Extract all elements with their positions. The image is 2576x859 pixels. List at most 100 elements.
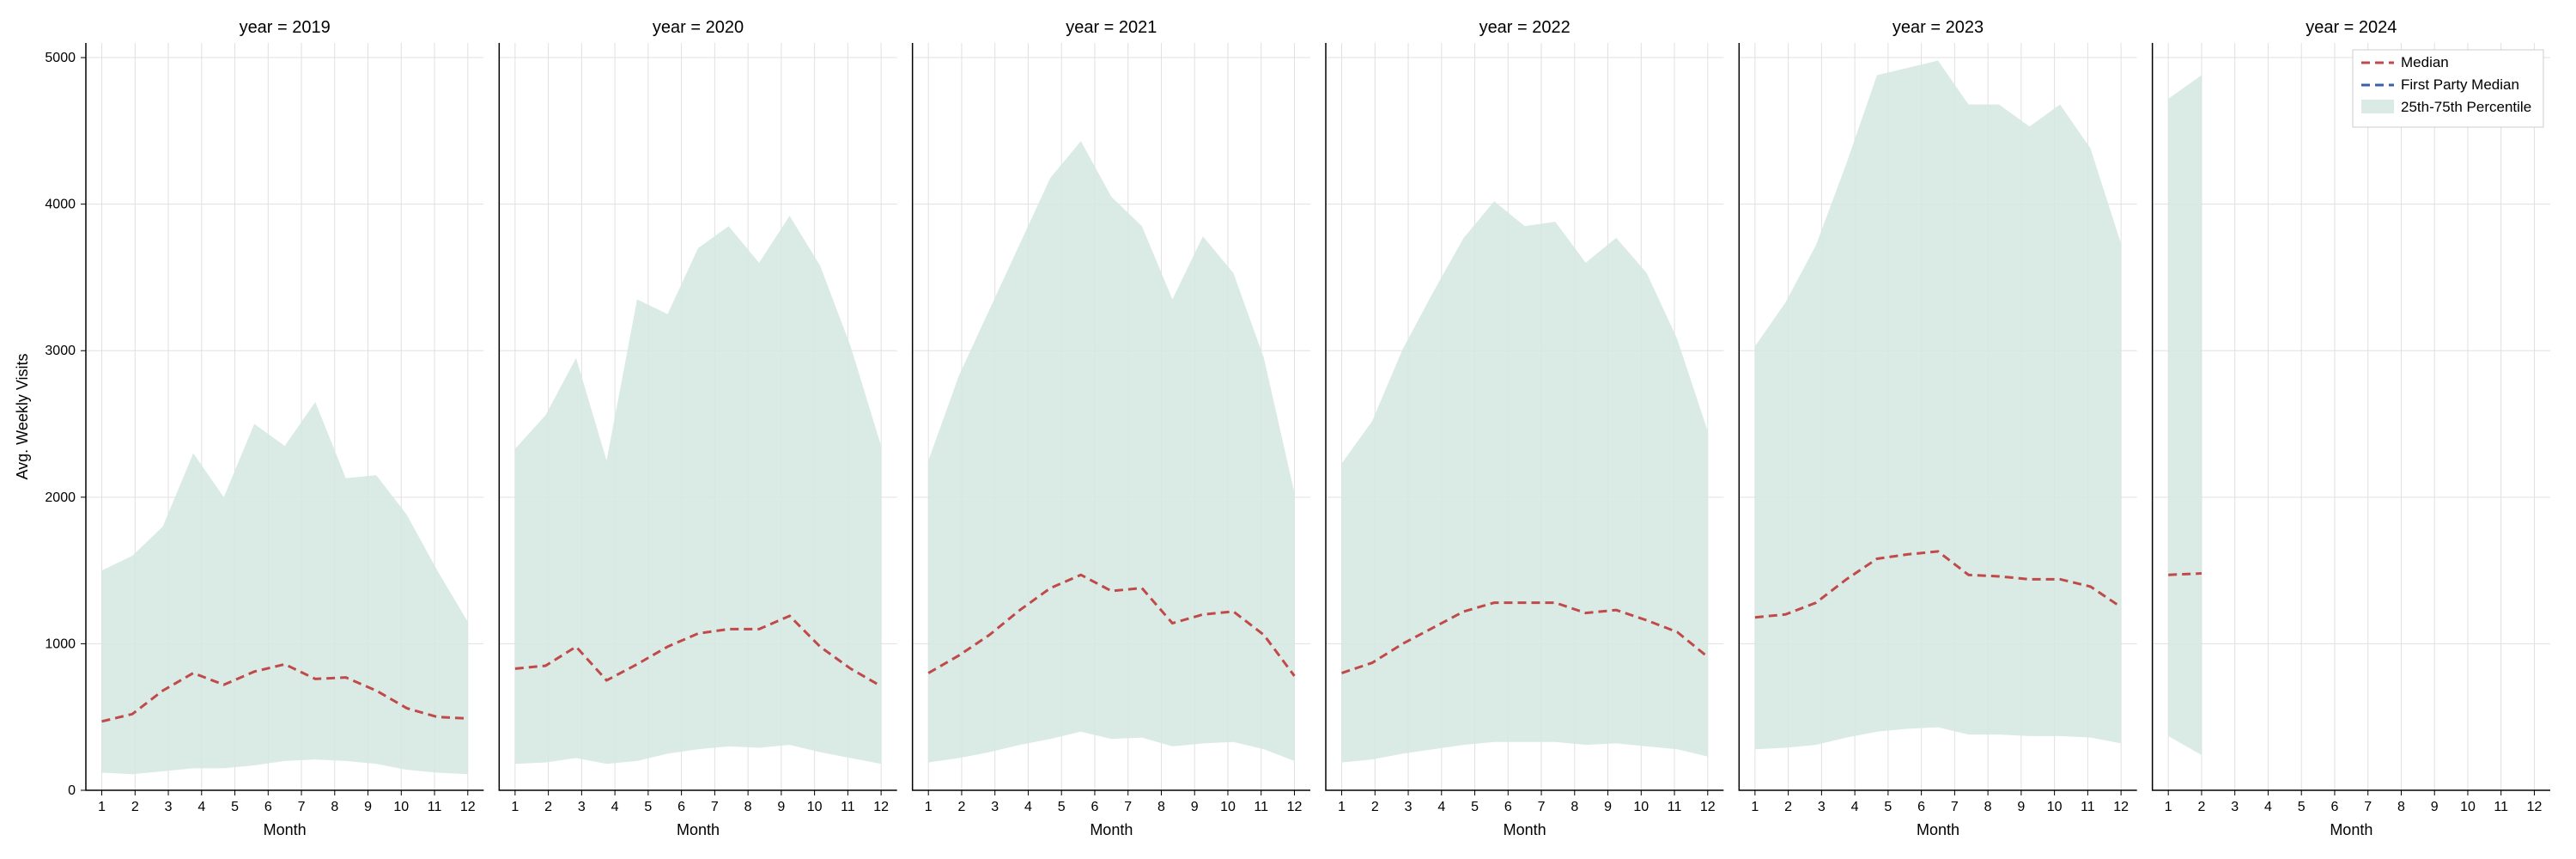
x-tick-label: 8 [1571, 800, 1578, 814]
chart-svg: Avg. Weekly Visitsyear = 201912345678910… [9, 9, 2567, 850]
x-tick-label: 1 [1751, 800, 1759, 814]
x-tick-label: 1 [511, 800, 519, 814]
x-axis-label: Month [1090, 821, 1133, 838]
x-tick-label: 11 [1668, 800, 1682, 814]
faceted-line-chart: Avg. Weekly Visitsyear = 201912345678910… [9, 9, 2567, 850]
x-tick-label: 5 [1471, 800, 1479, 814]
x-tick-label: 4 [1024, 800, 1032, 814]
panel-title: year = 2019 [240, 18, 331, 37]
x-tick-label: 2 [544, 800, 552, 814]
x-tick-label: 11 [1254, 800, 1268, 814]
x-tick-label: 4 [2264, 800, 2272, 814]
x-tick-label: 12 [1287, 800, 1303, 814]
legend-label: Median [2401, 54, 2449, 70]
panel-title: year = 2020 [653, 18, 744, 37]
x-axis-label: Month [2330, 821, 2372, 838]
percentile-band [1342, 201, 1708, 762]
x-tick-label: 1 [2165, 800, 2172, 814]
x-tick-label: 1 [98, 800, 106, 814]
x-tick-label: 3 [165, 800, 173, 814]
percentile-band [515, 216, 881, 764]
x-tick-label: 2 [1371, 800, 1379, 814]
x-tick-label: 9 [777, 800, 785, 814]
x-tick-label: 3 [991, 800, 999, 814]
x-tick-label: 6 [1091, 800, 1099, 814]
x-tick-label: 9 [1604, 800, 1612, 814]
x-tick-label: 8 [1984, 800, 1992, 814]
x-tick-label: 8 [2397, 800, 2405, 814]
legend-label: First Party Median [2401, 76, 2519, 93]
x-tick-label: 12 [460, 800, 476, 814]
x-tick-label: 5 [644, 800, 652, 814]
x-tick-label: 7 [1951, 800, 1959, 814]
x-tick-label: 10 [1633, 800, 1649, 814]
x-tick-label: 3 [1818, 800, 1826, 814]
x-tick-label: 11 [841, 800, 855, 814]
x-tick-label: 3 [578, 800, 586, 814]
x-axis-label: Month [1504, 821, 1546, 838]
x-tick-label: 6 [677, 800, 685, 814]
x-tick-label: 10 [2047, 800, 2063, 814]
x-tick-label: 10 [2460, 800, 2476, 814]
x-tick-label: 11 [2081, 800, 2095, 814]
x-tick-label: 11 [2494, 800, 2508, 814]
panel: year = 2019123456789101112Month010002000… [45, 18, 483, 838]
panel-title: year = 2023 [1893, 18, 1984, 37]
x-tick-label: 5 [231, 800, 239, 814]
x-tick-label: 5 [1884, 800, 1892, 814]
panel: year = 2024123456789101112MonthMedianFir… [2153, 18, 2550, 838]
x-tick-label: 3 [1405, 800, 1413, 814]
x-tick-label: 4 [197, 800, 205, 814]
x-tick-label: 7 [2364, 800, 2372, 814]
x-tick-label: 7 [1538, 800, 1546, 814]
x-tick-label: 3 [2231, 800, 2239, 814]
x-tick-label: 7 [1124, 800, 1132, 814]
panel-title: year = 2021 [1066, 18, 1157, 37]
x-tick-label: 10 [1220, 800, 1236, 814]
x-tick-label: 7 [711, 800, 719, 814]
legend-swatch-patch [2361, 100, 2394, 113]
panel: year = 2022123456789101112Month [1326, 18, 1723, 838]
x-tick-label: 1 [1338, 800, 1346, 814]
y-tick-label: 1000 [45, 637, 76, 651]
x-tick-label: 6 [264, 800, 272, 814]
x-tick-label: 1 [925, 800, 933, 814]
x-tick-label: 9 [2017, 800, 2025, 814]
x-tick-label: 2 [957, 800, 965, 814]
x-tick-label: 12 [2113, 800, 2129, 814]
x-tick-label: 2 [1784, 800, 1792, 814]
panel-title: year = 2022 [1479, 18, 1571, 37]
percentile-band [2168, 76, 2202, 756]
x-tick-label: 10 [393, 800, 409, 814]
x-axis-label: Month [264, 821, 307, 838]
x-axis-label: Month [677, 821, 720, 838]
median-line [2168, 574, 2202, 576]
x-tick-label: 5 [2298, 800, 2306, 814]
x-tick-label: 12 [2527, 800, 2543, 814]
x-tick-label: 9 [364, 800, 372, 814]
x-tick-label: 5 [1058, 800, 1066, 814]
y-axis-label: Avg. Weekly Visits [14, 353, 31, 479]
x-tick-label: 12 [1700, 800, 1716, 814]
x-tick-label: 6 [2331, 800, 2339, 814]
y-tick-label: 5000 [45, 51, 76, 65]
y-tick-label: 4000 [45, 198, 76, 212]
x-tick-label: 12 [873, 800, 889, 814]
x-axis-label: Month [1917, 821, 1959, 838]
x-tick-label: 9 [1191, 800, 1199, 814]
x-tick-label: 9 [2431, 800, 2439, 814]
panel-title: year = 2024 [2306, 18, 2397, 37]
x-tick-label: 4 [611, 800, 619, 814]
x-tick-label: 2 [2197, 800, 2205, 814]
x-tick-label: 6 [1917, 800, 1925, 814]
y-tick-label: 3000 [45, 344, 76, 358]
x-tick-label: 8 [744, 800, 752, 814]
x-tick-label: 8 [331, 800, 338, 814]
panel-spine [2153, 43, 2550, 790]
panel: year = 2023123456789101112Month [1739, 18, 2136, 838]
x-tick-label: 2 [131, 800, 139, 814]
percentile-band [1755, 60, 2121, 749]
x-tick-label: 4 [1851, 800, 1859, 814]
x-tick-label: 8 [1157, 800, 1165, 814]
x-tick-label: 6 [1504, 800, 1512, 814]
